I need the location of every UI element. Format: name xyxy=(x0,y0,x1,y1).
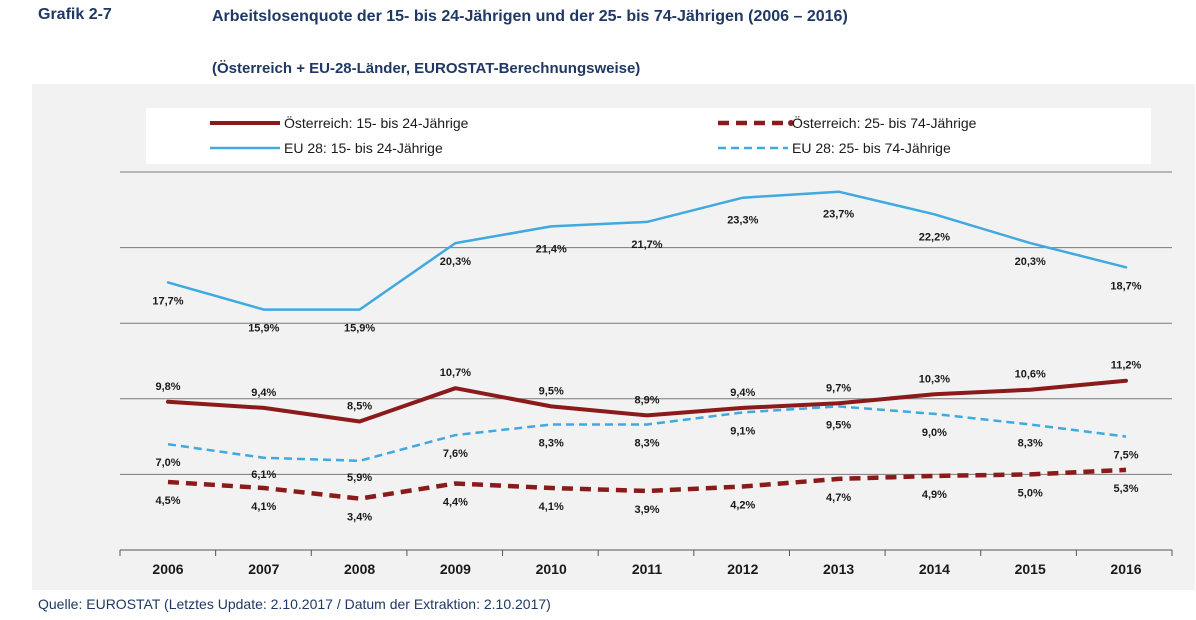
data-label: 3,4% xyxy=(347,512,372,524)
x-tick-label: 2008 xyxy=(344,561,375,577)
data-label: 5,0% xyxy=(1018,487,1043,499)
data-label: 9,4% xyxy=(251,387,276,399)
data-label: 5,9% xyxy=(347,472,372,484)
data-label: 8,3% xyxy=(634,438,659,450)
data-label: 8,3% xyxy=(1018,438,1043,450)
data-label: 9,1% xyxy=(730,425,755,437)
data-label: 11,2% xyxy=(1111,360,1142,372)
series-line xyxy=(166,190,1128,311)
series-line xyxy=(166,378,1128,424)
x-tick-label: 2015 xyxy=(1015,561,1046,577)
data-label: 4,1% xyxy=(539,501,564,513)
data-label: 21,4% xyxy=(536,243,567,255)
data-label: 3,9% xyxy=(634,504,659,516)
legend-label: Österreich: 15- bis 24-Jährige xyxy=(284,114,469,131)
data-label: 9,5% xyxy=(539,385,564,397)
data-label: 8,5% xyxy=(347,400,372,412)
data-label: 6,1% xyxy=(251,469,276,481)
legend-label: EU 28: 25- bis 74-Jährige xyxy=(792,140,951,156)
data-label: 4,1% xyxy=(251,501,276,513)
x-tick-label: 2006 xyxy=(152,561,183,577)
data-label: 9,8% xyxy=(155,381,180,393)
data-label: 15,9% xyxy=(248,323,279,335)
data-label: 5,3% xyxy=(1113,483,1138,495)
data-label: 23,3% xyxy=(727,215,758,227)
legend-box xyxy=(146,108,1151,164)
data-label: 10,7% xyxy=(440,367,471,379)
data-label: 10,6% xyxy=(1015,369,1046,381)
x-tick-label: 2011 xyxy=(632,561,663,577)
data-label: 4,7% xyxy=(826,492,851,504)
data-label: 8,3% xyxy=(539,438,564,450)
data-label: 22,2% xyxy=(919,231,950,243)
legend-label: EU 28: 15- bis 24-Jährige xyxy=(284,140,443,156)
data-label: 20,3% xyxy=(440,256,471,268)
data-label: 4,4% xyxy=(443,496,468,508)
data-label: 15,9% xyxy=(344,323,375,335)
series-line xyxy=(167,405,1127,463)
data-label: 21,7% xyxy=(631,239,662,251)
x-tick-label: 2009 xyxy=(440,561,471,577)
series-lines xyxy=(166,190,1128,501)
legend-label: Österreich: 25- bis 74-Jährige xyxy=(792,114,977,131)
plot-background xyxy=(32,84,1195,590)
data-label: 8,9% xyxy=(634,394,659,406)
data-label: 7,6% xyxy=(443,448,468,460)
x-tick-label: 2016 xyxy=(1110,561,1141,577)
data-label: 10,3% xyxy=(919,373,950,385)
x-tick-label: 2007 xyxy=(248,561,279,577)
x-tick-label: 2014 xyxy=(919,561,950,577)
data-label: 9,0% xyxy=(922,427,947,439)
x-tick-label: 2012 xyxy=(727,561,758,577)
x-axis: 2006 2007 2008 2009 2010 2011 2012 2013 2014 2015… xyxy=(119,549,1173,577)
data-label: 4,2% xyxy=(730,499,755,511)
data-label: 9,5% xyxy=(826,419,851,431)
data-label: 9,4% xyxy=(730,387,755,399)
chart-subtitle: (Österreich + EU-28-Länder, EUROSTAT-Ber… xyxy=(212,60,641,77)
data-label: 7,0% xyxy=(155,457,180,469)
figure-number: Grafik 2-7 xyxy=(38,6,112,23)
source-note: Quelle: EUROSTAT (Letztes Update: 2.10.2… xyxy=(38,596,551,612)
x-tick-label: 2010 xyxy=(536,561,567,577)
legend: Österreich: 15- bis 24-Jährige Österreich… xyxy=(146,108,1151,164)
data-label: 4,5% xyxy=(155,495,180,507)
x-tick-label: 2013 xyxy=(823,561,854,577)
legend-swatch-dot xyxy=(788,120,794,126)
chart-title: Arbeitslosenquote der 15- bis 24-Jährige… xyxy=(212,8,848,25)
data-label: 9,7% xyxy=(826,382,851,394)
series-line xyxy=(167,467,1127,501)
data-labels: 9,8% 9,4% 8,5% 10,7% 9,5% 8,9% 9,4% 9,7% 10,3% 10… xyxy=(152,209,1141,524)
data-label: 18,7% xyxy=(1110,280,1141,292)
data-label: 20,3% xyxy=(1015,256,1046,268)
data-label: 4,9% xyxy=(922,489,947,501)
data-label: 17,7% xyxy=(152,295,183,307)
data-label: 23,7% xyxy=(823,209,854,221)
data-label: 7,5% xyxy=(1113,450,1138,462)
